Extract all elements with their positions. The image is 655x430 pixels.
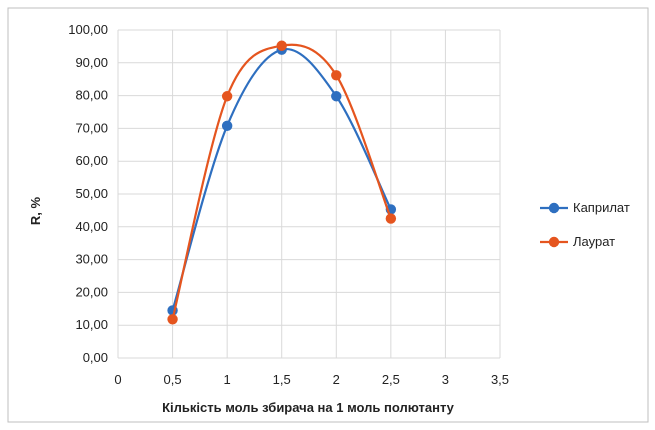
x-tick-label: 3,5 (491, 372, 509, 387)
y-tick-label: 60,00 (75, 153, 108, 168)
x-tick-label: 2 (333, 372, 340, 387)
data-point-laurat (167, 314, 178, 325)
y-axis-title: R, % (28, 196, 43, 225)
tick-labels: 0,00 10,00 20,00 30,00 40,00 50,00 60,00 70,00 8… (68, 22, 509, 387)
x-axis-title: Кількість моль збирача на 1 моль полютан… (162, 400, 455, 415)
y-tick-label: 70,00 (75, 120, 108, 135)
data-point-laurat (276, 40, 287, 51)
legend-marker-kaprylat (548, 202, 560, 214)
legend-marker-laurat (548, 236, 560, 248)
data-point-kaprylat (331, 91, 342, 102)
data-point-kaprylat (221, 120, 233, 131)
y-tick-label: 80,00 (75, 88, 108, 103)
y-tick-label: 50,00 (75, 186, 108, 201)
plot-series (167, 40, 397, 325)
x-tick-label: 0 (114, 372, 121, 387)
chart-frame (7, 7, 649, 423)
x-tick-label: 3 (442, 372, 449, 387)
data-point-laurat (331, 70, 342, 81)
data-point-laurat (221, 91, 233, 102)
legend: Каприлат Лаурат (540, 200, 630, 249)
x-tick-label: 1,5 (273, 372, 291, 387)
y-tick-label: 10,00 (75, 317, 108, 332)
grid (117, 29, 501, 359)
x-tick-label: 1 (224, 372, 231, 387)
x-tick-label: 0,5 (164, 372, 182, 387)
series-line-laurat (171, 43, 392, 320)
y-tick-label: 40,00 (75, 219, 108, 234)
x-tick-label: 2,5 (382, 372, 400, 387)
y-tick-label: 0,00 (83, 350, 108, 365)
legend-item-kaprylat: Каприлат (540, 200, 630, 215)
y-tick-label: 100,00 (68, 22, 108, 37)
y-tick-label: 20,00 (75, 284, 108, 299)
y-tick-label: 30,00 (75, 252, 108, 267)
legend-label-kaprylat: Каприлат (573, 200, 630, 215)
legend-item-laurat: Лаурат (540, 234, 615, 249)
legend-label-laurat: Лаурат (573, 234, 615, 249)
y-tick-label: 90,00 (75, 55, 108, 70)
data-point-laurat (385, 213, 397, 224)
series-laurat (167, 40, 397, 325)
